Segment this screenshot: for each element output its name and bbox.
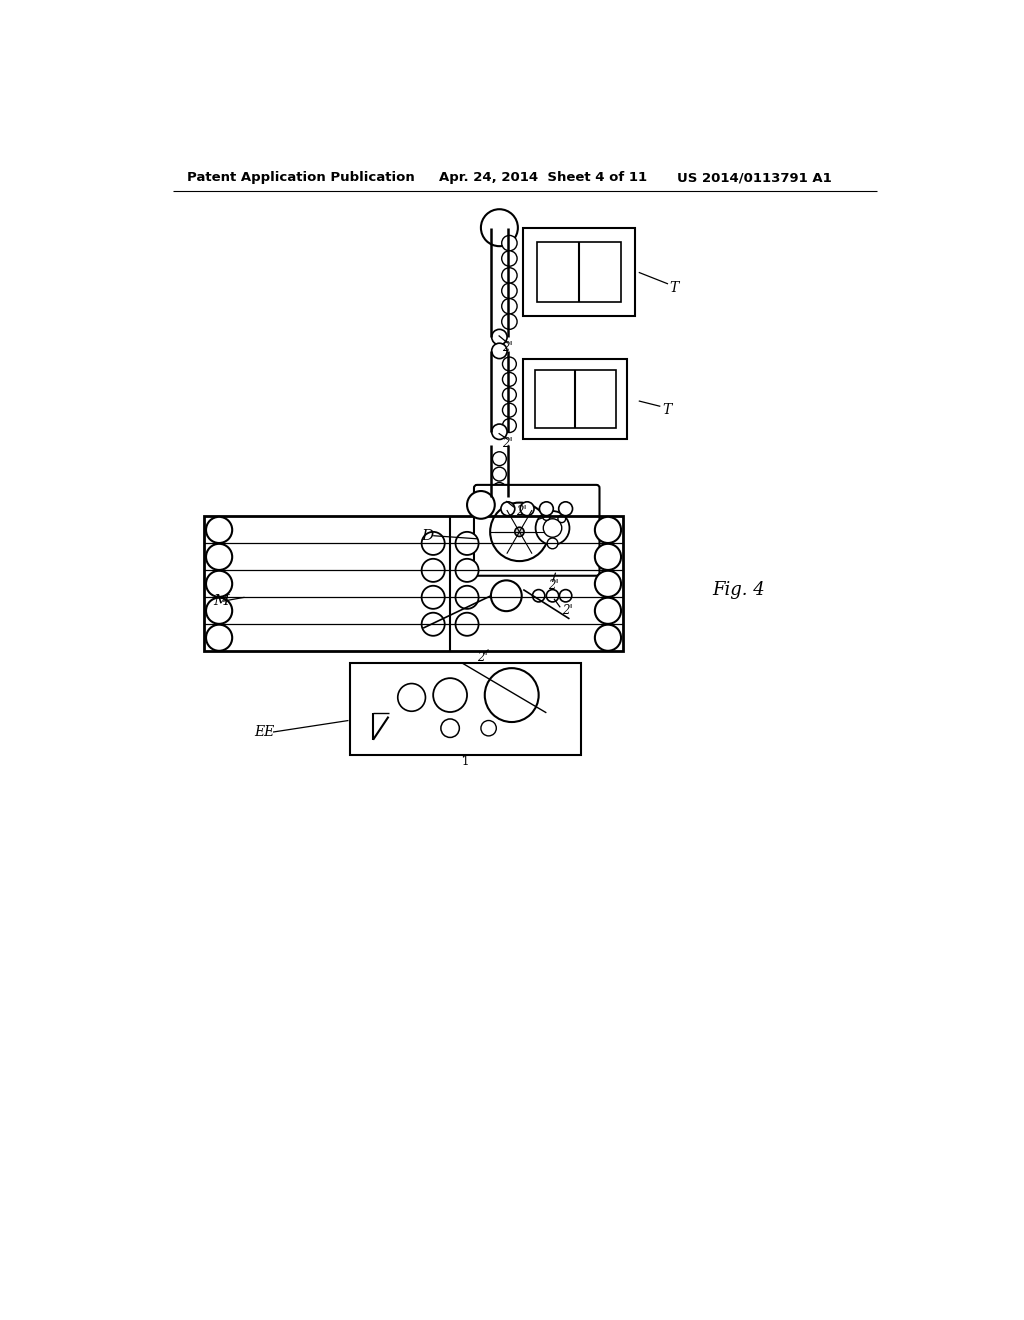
Circle shape xyxy=(559,590,571,602)
Circle shape xyxy=(503,358,516,371)
Text: Patent Application Publication: Patent Application Publication xyxy=(186,172,415,185)
Circle shape xyxy=(595,517,621,543)
Circle shape xyxy=(503,404,516,417)
Circle shape xyxy=(484,668,539,722)
Bar xyxy=(204,516,624,651)
Bar xyxy=(538,242,621,302)
Circle shape xyxy=(595,624,621,651)
Circle shape xyxy=(536,511,569,545)
Circle shape xyxy=(515,527,524,536)
Circle shape xyxy=(422,532,444,554)
Text: US 2014/0113791 A1: US 2014/0113791 A1 xyxy=(677,172,833,185)
Circle shape xyxy=(503,388,516,401)
Circle shape xyxy=(532,590,545,602)
Circle shape xyxy=(490,503,549,561)
Circle shape xyxy=(547,590,559,602)
Circle shape xyxy=(490,581,521,611)
Circle shape xyxy=(422,558,444,582)
Circle shape xyxy=(422,586,444,609)
Circle shape xyxy=(558,515,565,523)
Circle shape xyxy=(503,372,516,387)
Text: D: D xyxy=(422,529,434,543)
Text: Apr. 24, 2014  Sheet 4 of 11: Apr. 24, 2014 Sheet 4 of 11 xyxy=(438,172,647,185)
Text: 2': 2' xyxy=(503,437,513,450)
Circle shape xyxy=(433,678,467,711)
Circle shape xyxy=(502,268,517,284)
Circle shape xyxy=(543,512,550,520)
Circle shape xyxy=(492,424,507,440)
Circle shape xyxy=(520,502,535,516)
Text: Fig. 4: Fig. 4 xyxy=(712,581,765,598)
Text: 1: 1 xyxy=(462,755,469,768)
Text: T: T xyxy=(670,281,679,294)
Circle shape xyxy=(206,624,232,651)
Circle shape xyxy=(540,502,553,516)
Circle shape xyxy=(206,544,232,570)
Circle shape xyxy=(206,517,232,543)
Text: 2': 2' xyxy=(548,579,559,593)
FancyBboxPatch shape xyxy=(474,484,599,576)
Text: 2': 2' xyxy=(503,341,513,354)
Text: EE: EE xyxy=(254,725,274,739)
Circle shape xyxy=(502,314,517,330)
Text: 2': 2' xyxy=(477,651,487,664)
Circle shape xyxy=(456,612,478,636)
Circle shape xyxy=(559,502,572,516)
Circle shape xyxy=(492,343,507,359)
Circle shape xyxy=(547,539,558,549)
Circle shape xyxy=(467,491,495,519)
Circle shape xyxy=(502,284,517,298)
Text: T: T xyxy=(662,403,671,417)
Circle shape xyxy=(481,209,518,246)
Circle shape xyxy=(493,467,506,480)
Circle shape xyxy=(456,586,478,609)
Circle shape xyxy=(595,570,621,597)
Circle shape xyxy=(456,558,478,582)
Bar xyxy=(350,663,581,755)
Circle shape xyxy=(493,451,506,466)
Circle shape xyxy=(595,544,621,570)
Circle shape xyxy=(206,598,232,624)
Circle shape xyxy=(441,719,460,738)
Circle shape xyxy=(501,502,515,516)
Circle shape xyxy=(502,251,517,267)
Circle shape xyxy=(502,235,517,251)
Circle shape xyxy=(422,612,444,636)
Text: M: M xyxy=(214,594,229,609)
Circle shape xyxy=(492,330,507,345)
Circle shape xyxy=(502,298,517,314)
Bar xyxy=(523,359,628,440)
Bar xyxy=(535,370,615,428)
Bar xyxy=(523,228,635,317)
Circle shape xyxy=(493,483,506,496)
Circle shape xyxy=(456,532,478,554)
Circle shape xyxy=(397,684,425,711)
Circle shape xyxy=(544,519,562,537)
Circle shape xyxy=(206,570,232,597)
Circle shape xyxy=(503,418,516,433)
Circle shape xyxy=(595,598,621,624)
Text: 2': 2' xyxy=(562,603,572,616)
Circle shape xyxy=(481,721,497,737)
Text: 2': 2' xyxy=(515,504,526,517)
